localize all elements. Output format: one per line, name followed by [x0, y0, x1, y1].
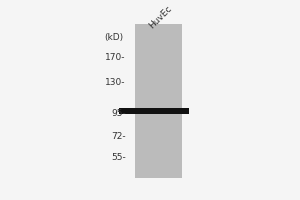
Bar: [119, 108, 189, 114]
Text: 170-: 170-: [105, 53, 126, 62]
Bar: [135, 24, 182, 178]
Text: (kD): (kD): [105, 33, 124, 42]
Text: 55-: 55-: [111, 153, 126, 162]
Text: HuvEc: HuvEc: [147, 4, 174, 30]
Text: 95-: 95-: [111, 109, 126, 118]
Text: 72-: 72-: [111, 132, 126, 141]
Text: 130-: 130-: [105, 78, 126, 87]
